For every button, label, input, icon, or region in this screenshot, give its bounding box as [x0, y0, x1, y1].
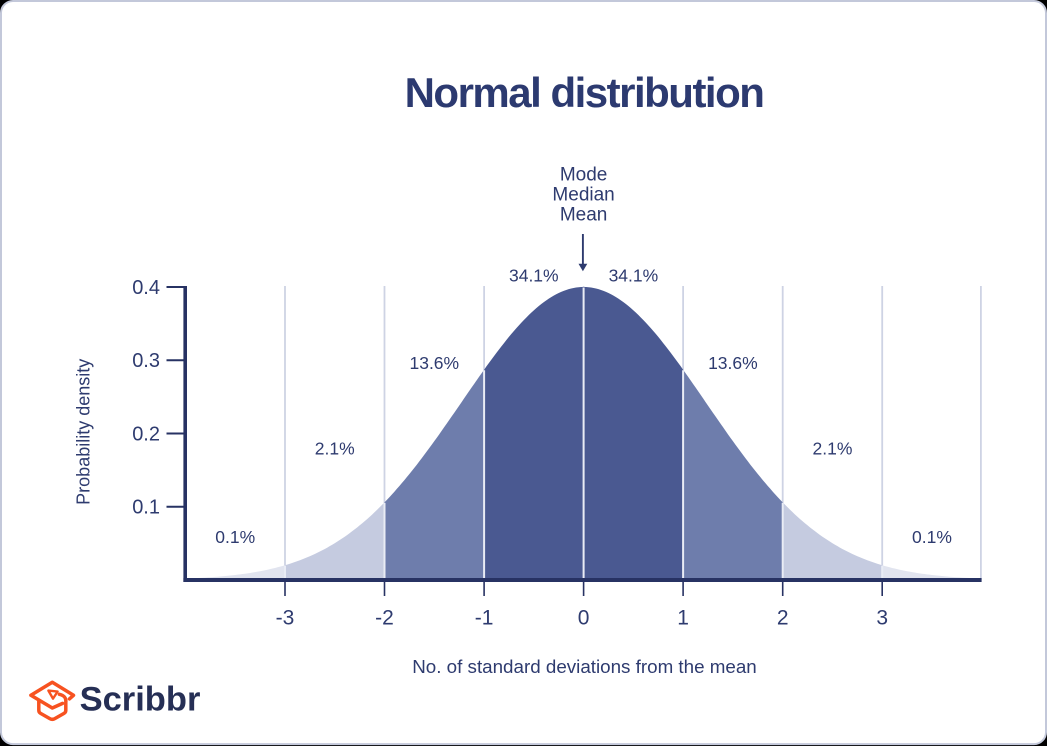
svg-text:Mean: Mean	[560, 204, 608, 225]
svg-text:-1: -1	[475, 607, 494, 630]
svg-text:-2: -2	[375, 607, 394, 630]
svg-text:0.1%: 0.1%	[215, 527, 255, 547]
svg-text:0: 0	[578, 607, 590, 630]
svg-text:Normal distribution: Normal distribution	[405, 69, 764, 116]
svg-text:No. of standard deviations fro: No. of standard deviations from the mean	[412, 656, 757, 677]
svg-text:Scribbr: Scribbr	[80, 681, 201, 719]
svg-text:2: 2	[777, 607, 789, 630]
svg-text:34.1%: 34.1%	[509, 266, 559, 286]
svg-text:13.6%: 13.6%	[708, 353, 758, 373]
svg-text:Probability density: Probability density	[73, 359, 93, 505]
svg-text:0.3: 0.3	[132, 350, 160, 372]
svg-text:34.1%: 34.1%	[609, 266, 659, 286]
svg-text:0.2: 0.2	[132, 423, 160, 445]
svg-text:0.1: 0.1	[132, 497, 160, 519]
svg-text:2.1%: 2.1%	[315, 438, 355, 458]
svg-text:0.1%: 0.1%	[912, 527, 952, 547]
svg-text:13.6%: 13.6%	[409, 353, 459, 373]
svg-text:Mode: Mode	[560, 165, 608, 186]
svg-text:2.1%: 2.1%	[813, 438, 853, 458]
svg-text:-3: -3	[276, 607, 295, 630]
svg-text:3: 3	[876, 607, 888, 630]
svg-text:0.4: 0.4	[132, 277, 160, 299]
svg-text:1: 1	[677, 607, 689, 630]
svg-text:Median: Median	[552, 184, 614, 205]
